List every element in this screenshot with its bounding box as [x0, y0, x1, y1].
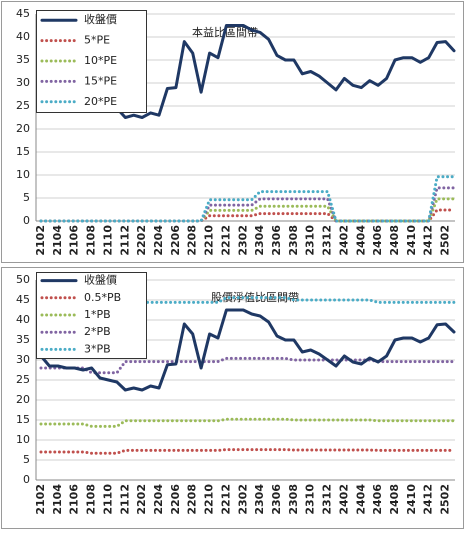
legend-label: 5*PE — [84, 34, 110, 47]
legend-label: 3*PB — [84, 342, 111, 355]
y-tick-label: 30 — [16, 353, 30, 366]
y-tick-label: 20 — [16, 393, 30, 406]
legend-label: 2*PB — [84, 325, 111, 338]
x-tick-label: 2412 — [422, 484, 435, 515]
x-tick-label: 2210 — [203, 484, 216, 515]
y-tick-label: 20 — [16, 122, 30, 135]
y-tick-label: 0 — [23, 473, 30, 486]
data-line — [39, 448, 456, 455]
x-tick-label: 2502 — [439, 484, 452, 515]
legend-label: 10*PE — [84, 54, 117, 67]
x-tick-label: 2308 — [287, 484, 300, 515]
data-line — [39, 417, 456, 428]
x-tick-label: 2110 — [101, 225, 114, 256]
x-tick-label: 2502 — [439, 225, 452, 256]
y-tick-label: 25 — [16, 373, 30, 386]
x-tick-label: 2412 — [422, 225, 435, 256]
y-tick-label: 45 — [16, 7, 30, 20]
x-tick-label: 2110 — [101, 484, 114, 515]
x-tick-label: 2404 — [354, 484, 367, 515]
x-tick-label: 2202 — [135, 225, 148, 256]
x-tick-label: 2308 — [287, 225, 300, 256]
x-tick-label: 2402 — [337, 225, 350, 256]
x-tick-label: 2304 — [253, 225, 266, 256]
legend-label: 收盤價 — [84, 273, 117, 287]
y-tick-label: 25 — [16, 99, 30, 112]
y-tick-label: 15 — [16, 413, 30, 426]
x-tick-label: 2302 — [236, 225, 249, 256]
x-tick-label: 2306 — [270, 225, 283, 256]
x-tick-label: 2210 — [203, 225, 216, 256]
x-tick-label: 2408 — [388, 225, 401, 256]
x-tick-label: 2104 — [51, 484, 64, 515]
y-tick-label: 40 — [16, 313, 30, 326]
legend-label: 15*PE — [84, 74, 117, 87]
y-tick-label: 35 — [16, 333, 30, 346]
x-tick-label: 2212 — [219, 225, 232, 256]
legend-label: 收盤價 — [84, 12, 117, 26]
x-tick-label: 2306 — [270, 484, 283, 515]
data-line — [39, 296, 456, 321]
legend-label: 1*PB — [84, 308, 111, 321]
x-tick-label: 2108 — [85, 484, 98, 515]
x-tick-label: 2402 — [337, 484, 350, 515]
x-tick-label: 2202 — [135, 484, 148, 515]
y-tick-label: 10 — [16, 168, 30, 181]
x-tick-label: 2302 — [236, 484, 249, 515]
x-tick-label: 2102 — [34, 484, 47, 515]
annotation: 股價淨值比區間帶 — [211, 290, 299, 304]
y-tick-label: 15 — [16, 145, 30, 158]
x-tick-label: 2208 — [186, 225, 199, 256]
y-tick-label: 5 — [23, 191, 30, 204]
data-line — [39, 175, 456, 223]
x-tick-label: 2104 — [51, 225, 64, 256]
data-line — [39, 308, 456, 392]
x-tick-label: 2102 — [34, 225, 47, 256]
x-tick-label: 2406 — [371, 484, 384, 515]
x-tick-label: 2108 — [85, 225, 98, 256]
x-tick-label: 2206 — [169, 225, 182, 256]
y-tick-label: 0 — [23, 214, 30, 227]
x-tick-label: 2406 — [371, 225, 384, 256]
x-tick-label: 2206 — [169, 484, 182, 515]
x-tick-label: 2112 — [118, 225, 131, 256]
y-tick-label: 40 — [16, 30, 30, 43]
x-tick-label: 2208 — [186, 484, 199, 515]
x-tick-label: 2212 — [219, 484, 232, 515]
x-tick-label: 2410 — [405, 484, 418, 515]
x-tick-label: 2310 — [304, 484, 317, 515]
y-tick-label: 35 — [16, 53, 30, 66]
y-tick-label: 5 — [23, 453, 30, 466]
x-tick-label: 2410 — [405, 225, 418, 256]
data-line — [39, 356, 456, 375]
y-tick-label: 10 — [16, 433, 30, 446]
y-tick-label: 30 — [16, 76, 30, 89]
x-tick-label: 2204 — [152, 225, 165, 256]
x-tick-label: 2312 — [321, 484, 334, 515]
legend-label: 20*PE — [84, 95, 117, 108]
x-tick-label: 2408 — [388, 484, 401, 515]
x-tick-label: 2312 — [321, 225, 334, 256]
x-tick-label: 2106 — [68, 484, 81, 515]
x-tick-label: 2204 — [152, 484, 165, 515]
legend-label: 0.5*PB — [84, 291, 121, 304]
x-tick-label: 2112 — [118, 484, 131, 515]
x-tick-label: 2404 — [354, 225, 367, 256]
x-tick-label: 2304 — [253, 484, 266, 515]
y-tick-label: 45 — [16, 293, 30, 306]
y-tick-label: 50 — [16, 273, 30, 286]
x-tick-label: 2310 — [304, 225, 317, 256]
x-tick-label: 2106 — [68, 225, 81, 256]
